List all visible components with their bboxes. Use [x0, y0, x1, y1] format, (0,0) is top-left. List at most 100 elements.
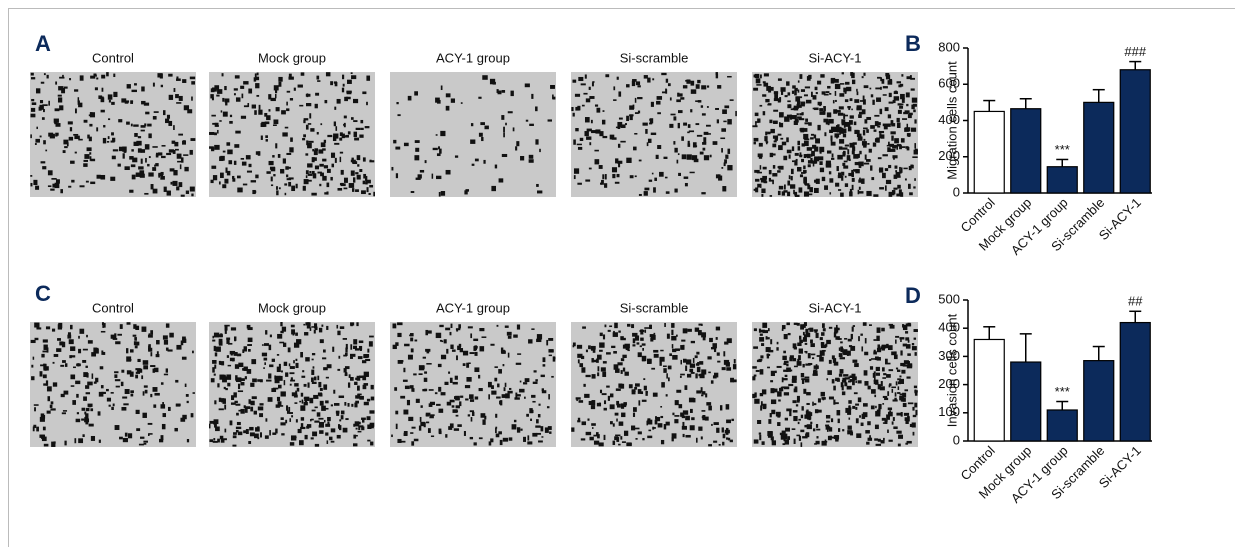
cell	[326, 326, 328, 330]
cell	[470, 399, 474, 402]
cell	[327, 169, 331, 173]
cell	[288, 347, 291, 352]
cell	[606, 352, 611, 354]
cell	[249, 399, 251, 404]
cell	[131, 164, 136, 167]
cell	[101, 385, 104, 388]
cell	[772, 144, 776, 148]
cell	[423, 357, 426, 359]
cell	[766, 86, 771, 91]
cell	[854, 99, 859, 103]
cell	[717, 352, 720, 355]
image-caption: Mock group	[258, 50, 326, 65]
cell	[685, 416, 690, 421]
cell	[161, 156, 166, 158]
cell	[784, 386, 789, 389]
cell	[269, 364, 273, 367]
cell	[56, 348, 61, 352]
cell	[244, 105, 249, 107]
cell	[168, 74, 172, 77]
cell	[134, 83, 137, 85]
cell	[862, 142, 867, 144]
cell	[70, 346, 75, 351]
cell	[807, 147, 812, 151]
cell	[843, 353, 847, 355]
cell	[825, 440, 827, 442]
cell	[881, 345, 885, 350]
cell	[864, 119, 867, 123]
cell	[861, 346, 863, 351]
cell	[469, 394, 474, 399]
cell	[720, 405, 722, 410]
cell	[311, 377, 314, 381]
cell	[47, 386, 52, 391]
cell	[90, 156, 92, 161]
cell	[784, 334, 788, 339]
cell	[828, 436, 832, 440]
cell	[589, 168, 592, 170]
cell	[436, 134, 438, 136]
cell	[90, 408, 93, 411]
cell	[633, 338, 635, 343]
cell	[908, 402, 913, 404]
cell	[536, 433, 541, 435]
cell	[161, 382, 164, 385]
cell	[701, 105, 703, 107]
cell	[285, 127, 288, 129]
cell	[773, 110, 778, 112]
cell	[362, 91, 366, 94]
cell	[344, 123, 346, 127]
cell	[634, 387, 637, 390]
cell	[76, 394, 78, 398]
cell	[907, 353, 911, 356]
cell	[249, 164, 252, 167]
cell	[40, 364, 44, 366]
cell	[657, 96, 662, 100]
cell	[827, 370, 832, 375]
cell	[767, 132, 770, 135]
cell	[439, 429, 442, 434]
cell	[898, 444, 901, 447]
cell	[125, 166, 130, 170]
cell	[235, 131, 240, 134]
cell	[248, 349, 251, 352]
cell	[42, 117, 45, 120]
cell	[627, 349, 629, 351]
cell	[896, 145, 898, 150]
cell	[869, 435, 871, 438]
cell	[514, 397, 519, 399]
cell	[411, 191, 415, 193]
cell	[345, 348, 347, 353]
cell	[367, 424, 371, 428]
cell	[497, 384, 499, 388]
cell	[849, 418, 851, 420]
cell	[549, 355, 552, 357]
cell	[874, 380, 879, 385]
cell	[859, 151, 861, 154]
cell	[852, 360, 857, 363]
cell	[880, 386, 885, 390]
cell	[212, 340, 215, 342]
cell	[903, 168, 907, 170]
cell	[319, 422, 324, 426]
cell	[440, 131, 445, 136]
cell	[515, 146, 517, 150]
cell	[504, 387, 506, 391]
cell	[843, 88, 846, 93]
cell	[622, 441, 626, 443]
cell	[139, 444, 144, 446]
cell	[86, 408, 90, 411]
cell	[140, 437, 144, 439]
cell	[900, 192, 903, 197]
y-tick-label: 300	[938, 348, 960, 363]
cell	[270, 167, 275, 170]
cell	[709, 338, 713, 342]
cell	[371, 397, 374, 401]
cell	[724, 159, 727, 163]
cell	[74, 438, 76, 443]
cell	[799, 155, 802, 157]
cell	[289, 147, 293, 152]
cell	[613, 99, 616, 101]
cell	[648, 430, 651, 432]
cell	[266, 380, 271, 382]
